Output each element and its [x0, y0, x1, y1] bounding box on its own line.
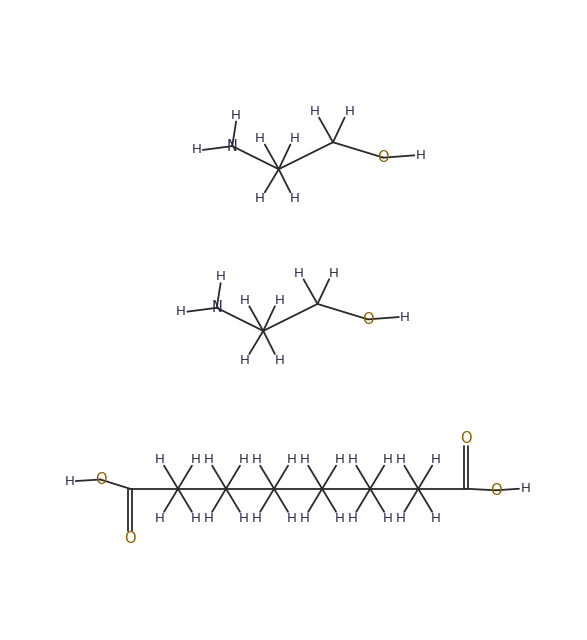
Text: H: H [396, 511, 406, 525]
Text: H: H [191, 453, 201, 466]
Text: H: H [294, 267, 304, 280]
Text: H: H [309, 105, 319, 118]
Text: N: N [211, 300, 222, 316]
Text: O: O [490, 483, 501, 498]
Text: N: N [227, 139, 238, 154]
Text: H: H [176, 305, 186, 318]
Text: H: H [290, 192, 300, 205]
Text: H: H [192, 143, 201, 156]
Text: H: H [345, 105, 354, 118]
Text: H: H [203, 511, 213, 525]
Text: O: O [377, 150, 389, 165]
Text: O: O [362, 312, 374, 327]
Text: H: H [348, 511, 357, 525]
Text: H: H [65, 474, 75, 488]
Text: H: H [383, 511, 393, 525]
Text: H: H [239, 294, 249, 307]
Text: H: H [275, 294, 285, 307]
Text: H: H [335, 511, 345, 525]
Text: H: H [155, 453, 165, 466]
Text: O: O [460, 431, 472, 446]
Text: H: H [275, 354, 285, 367]
Text: H: H [416, 149, 426, 162]
Text: H: H [255, 132, 265, 145]
Text: H: H [290, 132, 300, 145]
Text: H: H [287, 453, 297, 466]
Text: H: H [348, 453, 357, 466]
Text: H: H [239, 354, 249, 367]
Text: H: H [383, 453, 393, 466]
Text: H: H [255, 192, 265, 205]
Text: H: H [396, 453, 406, 466]
Text: H: H [299, 511, 309, 525]
Text: O: O [124, 531, 136, 547]
Text: H: H [155, 511, 165, 525]
Text: H: H [231, 109, 241, 122]
Text: H: H [329, 267, 339, 280]
Text: H: H [287, 511, 297, 525]
Text: H: H [431, 511, 441, 525]
Text: H: H [431, 453, 441, 466]
Text: H: H [239, 511, 249, 525]
Text: H: H [191, 511, 201, 525]
Text: H: H [299, 453, 309, 466]
Text: H: H [400, 310, 410, 324]
Text: H: H [335, 453, 345, 466]
Text: O: O [95, 472, 106, 487]
Text: H: H [215, 271, 225, 284]
Text: H: H [251, 453, 261, 466]
Text: H: H [520, 483, 530, 495]
Text: H: H [203, 453, 213, 466]
Text: H: H [239, 453, 249, 466]
Text: H: H [251, 511, 261, 525]
